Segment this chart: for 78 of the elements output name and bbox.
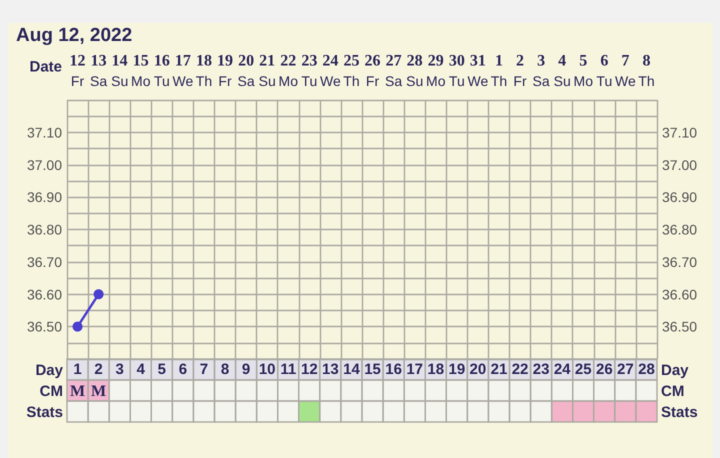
x-tick-label: 26 — [596, 361, 613, 378]
x2-tick-label: 8 Th — [638, 52, 655, 89]
x2-tick-label: 31 We — [468, 52, 488, 89]
x2-tick-label: 29 Mo — [426, 52, 446, 89]
x2-tick-label: 21 Su — [258, 52, 276, 89]
x2-tick-label: 17 We — [172, 52, 194, 89]
x2-tick-label: 26 Fr — [364, 52, 381, 89]
x2-tick-label: 7 We — [615, 52, 636, 89]
x-tick-label: 7 — [200, 361, 208, 378]
x-tick-label: 10 — [258, 361, 276, 378]
x2-tick-label: 16 Tu — [154, 52, 170, 89]
y2-tick-label: 36.80 — [662, 222, 698, 238]
text: CM — [40, 383, 63, 400]
x2-tick-label: 20 Sa — [238, 52, 255, 89]
y2-tick-label: 36.50 — [662, 318, 698, 335]
x-tick-label: 22 — [512, 361, 528, 378]
x-tick-label: 5 — [158, 361, 166, 378]
x-tick-label: 6 — [178, 361, 188, 378]
x-tick-label: 11 — [280, 361, 296, 378]
y-tick-label: 36.50 — [26, 318, 62, 335]
text: Stats — [661, 404, 698, 421]
x2-tick-label: 15 Mo — [131, 52, 151, 89]
y2-tick-label: 36.60 — [662, 286, 698, 302]
y2-tick-label: 37.00 — [662, 156, 698, 173]
x-tick-label: 24 — [554, 361, 572, 378]
x2-tick-label: 19 Fr — [217, 52, 234, 89]
x-tick-label: 13 — [322, 361, 339, 378]
x-tick-label: 19 — [448, 361, 466, 378]
x2-tick-label: 3 Sa — [532, 52, 550, 89]
x-tick-label: 15 — [364, 361, 381, 378]
x-tick-label: 12 — [300, 361, 318, 378]
x-tick-label: 3 — [116, 361, 124, 378]
text: Stats — [26, 404, 63, 421]
x-tick-label: 14 — [343, 361, 360, 378]
x2-tick-label: 13 Sa — [90, 52, 108, 89]
x2-tick-label: 2 Fr — [513, 52, 527, 89]
x-tick-label: 18 — [427, 361, 444, 378]
y-tick-label: 36.90 — [26, 189, 62, 206]
y2-tick-label: 36.90 — [662, 189, 698, 206]
x2-tick-label: 27 Sa — [385, 52, 402, 89]
x2-tick-label: 23 Tu — [301, 52, 318, 89]
x-tick-label: 1 — [73, 361, 82, 378]
y-tick-label: 37.10 — [26, 124, 62, 140]
x2-tick-label: 5 Mo — [574, 52, 594, 89]
x-tick-label: 9 — [242, 361, 250, 378]
x-tick-label: 4 — [136, 361, 146, 378]
x2-tick-label: 12 Fr — [70, 52, 86, 89]
x-tick-label: 23 — [532, 361, 550, 378]
x2-axis-title: Date — [29, 58, 62, 76]
x-tick-label: 8 — [220, 361, 230, 378]
x-tick-label: 25 — [574, 361, 592, 378]
text: CM — [661, 383, 684, 400]
x2-tick-label: 14 Su — [111, 52, 128, 89]
x-tick-label: 2 — [94, 361, 103, 378]
x2-tick-label: 28 Su — [406, 52, 424, 89]
y2-tick-label: 36.70 — [662, 254, 698, 270]
x2-tick-label: 4 Su — [554, 52, 571, 89]
x-tick-label: 16 — [385, 361, 402, 378]
x-tick-label: 28 — [638, 361, 655, 378]
x2-tick-label: 25 Th — [343, 52, 360, 89]
y-tick-label: 36.60 — [26, 286, 62, 302]
y-tick-label: 36.80 — [26, 222, 62, 238]
x-axis-title: Day — [35, 362, 64, 379]
y2-tick-label: 37.10 — [662, 124, 698, 140]
x-tick-label: 20 — [470, 361, 486, 378]
y-tick-label: 36.70 — [26, 254, 62, 270]
x-tick-label: 27 — [617, 361, 634, 378]
x-tick-label: 21 — [490, 361, 508, 378]
x2-tick-label: 6 Tu — [596, 52, 612, 89]
x2-tick-label: 30 Tu — [448, 52, 465, 89]
x2-tick-label: 22 Mo — [278, 52, 298, 89]
x2-tick-label: 1 Th — [490, 52, 508, 89]
x-tick-label: 17 — [406, 361, 424, 378]
chart-title: Aug 12, 2022 — [16, 25, 132, 46]
x2-tick-label: 18 Th — [196, 52, 212, 89]
text: Day — [661, 362, 689, 379]
x2-tick-label: 24 We — [320, 52, 341, 89]
y-tick-label: 37.00 — [26, 156, 62, 173]
